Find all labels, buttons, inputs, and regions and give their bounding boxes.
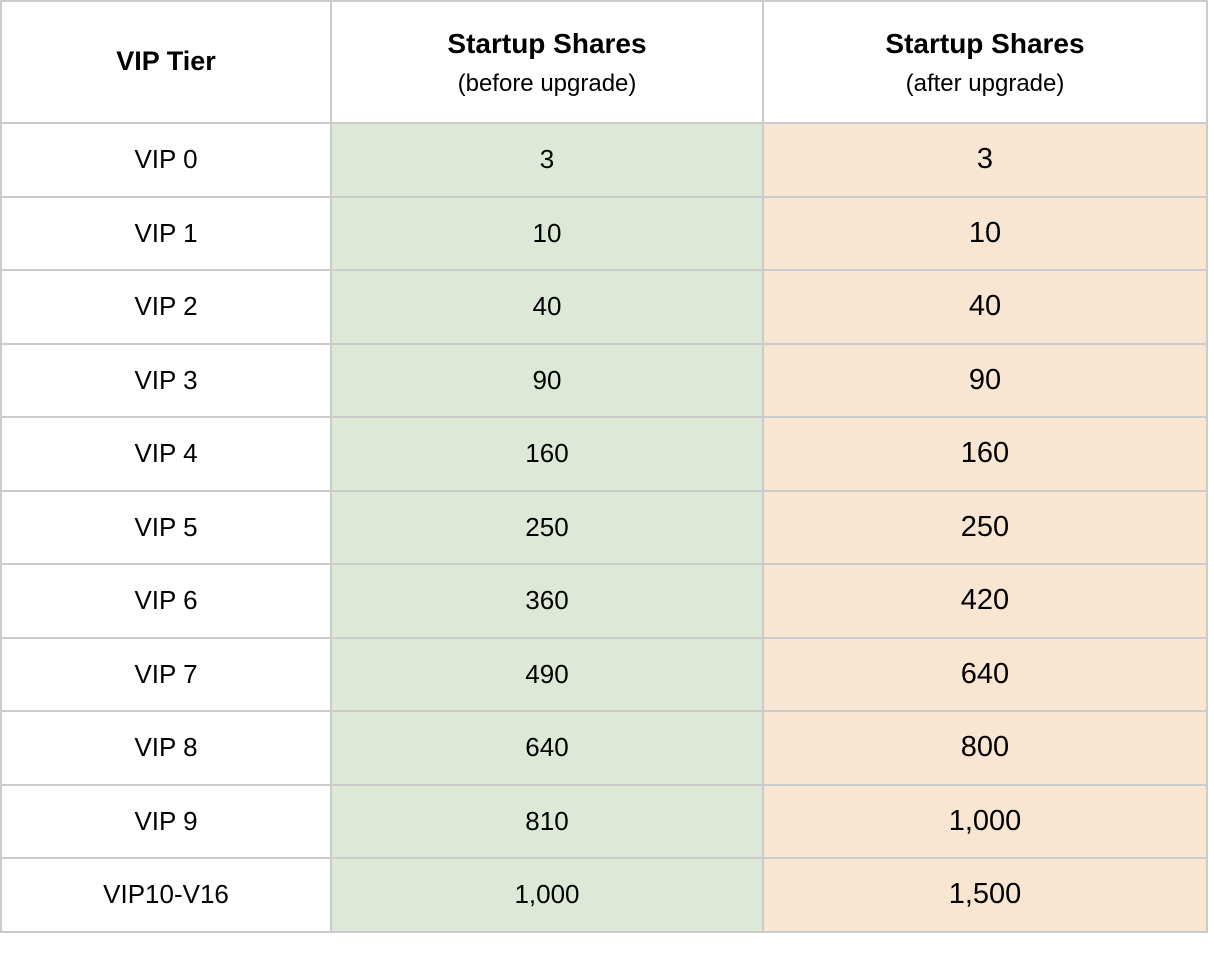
tier-cell: VIP 9 — [0, 783, 332, 859]
tier-cell: VIP 2 — [0, 269, 332, 345]
after-shares-cell: 10 — [762, 195, 1208, 271]
before-shares-cell: 490 — [330, 636, 764, 712]
before-shares-cell: 3 — [330, 122, 764, 198]
header-row: VIP Tier Startup Shares (before upgrade)… — [0, 0, 1208, 124]
before-shares-cell: 1,000 — [330, 857, 764, 933]
vip-shares-table: VIP Tier Startup Shares (before upgrade)… — [0, 0, 1208, 933]
after-shares-cell: 250 — [762, 489, 1208, 565]
before-shares-cell: 90 — [330, 342, 764, 418]
tier-cell: VIP 6 — [0, 563, 332, 639]
table-row: VIP 6 360 420 — [0, 563, 1208, 639]
column-header-shares-after: Startup Shares (after upgrade) — [762, 0, 1208, 124]
table-row: VIP 3 90 90 — [0, 342, 1208, 418]
before-shares-cell: 810 — [330, 783, 764, 859]
tier-cell: VIP 3 — [0, 342, 332, 418]
after-shares-cell: 420 — [762, 563, 1208, 639]
table-row: VIP 1 10 10 — [0, 195, 1208, 271]
after-shares-cell: 90 — [762, 342, 1208, 418]
table-row: VIP 7 490 640 — [0, 636, 1208, 712]
column-title: Startup Shares — [447, 27, 647, 59]
after-shares-cell: 40 — [762, 269, 1208, 345]
table-row: VIP 2 40 40 — [0, 269, 1208, 345]
table-row: VIP10-V16 1,000 1,500 — [0, 857, 1208, 933]
column-title: VIP Tier — [116, 46, 216, 77]
before-shares-cell: 250 — [330, 489, 764, 565]
before-shares-cell: 40 — [330, 269, 764, 345]
after-shares-cell: 3 — [762, 122, 1208, 198]
after-shares-cell: 640 — [762, 636, 1208, 712]
tier-cell: VIP 7 — [0, 636, 332, 712]
after-shares-cell: 1,000 — [762, 783, 1208, 859]
table-row: VIP 8 640 800 — [0, 710, 1208, 786]
tier-cell: VIP 5 — [0, 489, 332, 565]
before-shares-cell: 160 — [330, 416, 764, 492]
table-row: VIP 9 810 1,000 — [0, 783, 1208, 859]
table-row: VIP 0 3 3 — [0, 122, 1208, 198]
table-row: VIP 4 160 160 — [0, 416, 1208, 492]
after-shares-cell: 1,500 — [762, 857, 1208, 933]
tier-cell: VIP 8 — [0, 710, 332, 786]
column-header-shares-before: Startup Shares (before upgrade) — [330, 0, 764, 124]
column-title: Startup Shares — [885, 27, 1085, 59]
before-shares-cell: 640 — [330, 710, 764, 786]
table-row: VIP 5 250 250 — [0, 489, 1208, 565]
tier-cell: VIP 0 — [0, 122, 332, 198]
column-subtitle: (after upgrade) — [905, 69, 1065, 97]
before-shares-cell: 360 — [330, 563, 764, 639]
after-shares-cell: 160 — [762, 416, 1208, 492]
tier-cell: VIP 4 — [0, 416, 332, 492]
after-shares-cell: 800 — [762, 710, 1208, 786]
column-subtitle: (before upgrade) — [457, 69, 637, 97]
tier-cell: VIP 1 — [0, 195, 332, 271]
tier-cell: VIP10-V16 — [0, 857, 332, 933]
column-header-vip-tier: VIP Tier — [0, 0, 332, 124]
before-shares-cell: 10 — [330, 195, 764, 271]
